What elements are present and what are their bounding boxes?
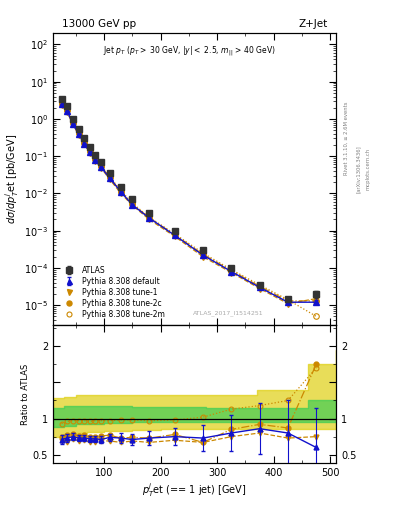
Pythia 8.308 tune-2m [119, 187, 123, 194]
Pythia 8.308 tune-1 [76, 132, 81, 138]
Pythia 8.308 tune-2m [286, 296, 290, 303]
Pythia 8.308 tune-2m [88, 147, 92, 154]
Pythia 8.308 tune-1 [119, 190, 123, 197]
Pythia 8.308 tune-2c [314, 298, 319, 304]
Pythia 8.308 tune-2c [130, 201, 135, 207]
Pythia 8.308 tune-1 [107, 176, 112, 182]
Line: Pythia 8.308 tune-1: Pythia 8.308 tune-1 [59, 102, 319, 306]
X-axis label: $p^{j}_{T}$et (== 1 jet) [GeV]: $p^{j}_{T}$et (== 1 jet) [GeV] [142, 481, 247, 499]
Text: mcplots.cern.ch: mcplots.cern.ch [365, 148, 371, 190]
Pythia 8.308 tune-2m [201, 250, 206, 256]
Pythia 8.308 tune-2m [70, 119, 75, 125]
Pythia 8.308 tune-2c [257, 283, 262, 289]
Pythia 8.308 tune-1 [130, 202, 135, 208]
Text: 13000 GeV pp: 13000 GeV pp [62, 19, 136, 29]
Pythia 8.308 tune-1 [82, 141, 86, 147]
Pythia 8.308 tune-2m [107, 174, 112, 180]
Pythia 8.308 tune-2c [107, 174, 112, 180]
Pythia 8.308 tune-2c [65, 108, 70, 114]
Pythia 8.308 tune-1 [173, 233, 177, 240]
Pythia 8.308 tune-2m [173, 231, 177, 237]
Pythia 8.308 tune-2m [257, 282, 262, 288]
Line: Pythia 8.308 tune-2c: Pythia 8.308 tune-2c [59, 101, 319, 304]
Pythia 8.308 tune-2m [59, 100, 64, 106]
Pythia 8.308 tune-2c [201, 251, 206, 258]
Pythia 8.308 tune-2c [70, 120, 75, 126]
Pythia 8.308 tune-2c [82, 140, 86, 146]
Pythia 8.308 tune-2c [59, 100, 64, 106]
Pythia 8.308 tune-2m [99, 163, 103, 169]
Pythia 8.308 tune-2m [93, 156, 98, 162]
Line: Pythia 8.308 tune-2m: Pythia 8.308 tune-2m [59, 100, 319, 319]
Pythia 8.308 tune-2m [314, 313, 319, 319]
Pythia 8.308 tune-2c [286, 298, 290, 304]
Pythia 8.308 tune-1 [93, 158, 98, 164]
Pythia 8.308 tune-2c [93, 156, 98, 162]
Pythia 8.308 tune-1 [147, 217, 152, 223]
Text: Rivet 3.1.10, ≥ 2.6M events: Rivet 3.1.10, ≥ 2.6M events [344, 101, 349, 175]
Pythia 8.308 tune-2c [147, 215, 152, 221]
Pythia 8.308 tune-2m [65, 107, 70, 113]
Pythia 8.308 tune-2c [119, 189, 123, 195]
Pythia 8.308 tune-1 [88, 150, 92, 156]
Text: ATLAS_2017_I1514251: ATLAS_2017_I1514251 [193, 310, 264, 316]
Pythia 8.308 tune-2c [76, 130, 81, 136]
Y-axis label: Ratio to ATLAS: Ratio to ATLAS [21, 364, 30, 424]
Pythia 8.308 tune-2m [76, 129, 81, 135]
Text: [arXiv:1306.3436]: [arXiv:1306.3436] [356, 145, 361, 193]
Pythia 8.308 tune-1 [99, 165, 103, 171]
Pythia 8.308 tune-2c [173, 231, 177, 238]
Pythia 8.308 tune-2m [130, 200, 135, 206]
Text: Jet $p_T$ ($p_T >$ 30 GeV, $|y| <$ 2.5, $m_{||}$ > 40 GeV): Jet $p_T$ ($p_T >$ 30 GeV, $|y| <$ 2.5, … [103, 45, 275, 59]
Pythia 8.308 tune-2c [88, 148, 92, 155]
Pythia 8.308 tune-2c [229, 267, 234, 273]
Pythia 8.308 tune-1 [229, 269, 234, 275]
Pythia 8.308 tune-1 [65, 110, 70, 116]
Text: Z+Jet: Z+Jet [298, 19, 327, 29]
Pythia 8.308 tune-2c [99, 163, 103, 169]
Pythia 8.308 tune-1 [257, 285, 262, 291]
Pythia 8.308 tune-1 [201, 253, 206, 260]
Pythia 8.308 tune-1 [59, 102, 64, 108]
Pythia 8.308 tune-2m [82, 139, 86, 145]
Pythia 8.308 tune-2m [229, 267, 234, 273]
Pythia 8.308 tune-2m [147, 214, 152, 220]
Legend: ATLAS, Pythia 8.308 default, Pythia 8.308 tune-1, Pythia 8.308 tune-2c, Pythia 8: ATLAS, Pythia 8.308 default, Pythia 8.30… [57, 264, 167, 321]
Pythia 8.308 tune-1 [70, 121, 75, 127]
Pythia 8.308 tune-1 [314, 295, 319, 302]
Pythia 8.308 tune-1 [286, 301, 290, 307]
Y-axis label: $d\sigma/dp^{j}_{T}$et [pb/GeV]: $d\sigma/dp^{j}_{T}$et [pb/GeV] [4, 134, 21, 224]
